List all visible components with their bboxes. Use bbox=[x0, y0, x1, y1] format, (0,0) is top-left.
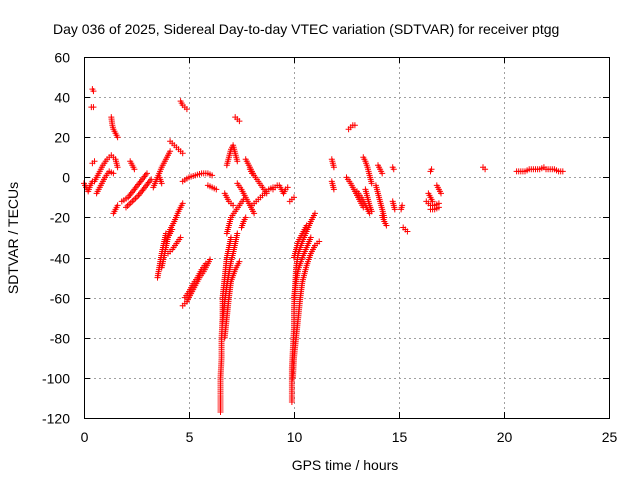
data-point bbox=[213, 186, 220, 193]
data-point bbox=[91, 158, 98, 165]
x-tick-label: 20 bbox=[497, 429, 513, 445]
data-point bbox=[124, 202, 131, 209]
y-tick-label: -120 bbox=[42, 411, 70, 427]
data-points bbox=[81, 86, 566, 415]
data-point bbox=[202, 260, 209, 267]
data-point bbox=[249, 170, 255, 177]
y-tick-label: -40 bbox=[50, 251, 70, 267]
data-point bbox=[167, 148, 174, 155]
data-point bbox=[236, 118, 243, 125]
data-point bbox=[379, 170, 386, 177]
data-point bbox=[404, 228, 411, 235]
data-point bbox=[110, 170, 117, 177]
y-tick-label: 0 bbox=[62, 170, 70, 186]
y-tick-label: -60 bbox=[50, 291, 70, 307]
data-point bbox=[316, 238, 323, 245]
data-point bbox=[312, 210, 318, 217]
x-tick-label: 15 bbox=[392, 429, 408, 445]
x-tick-label: 0 bbox=[81, 429, 89, 445]
data-point bbox=[435, 204, 442, 211]
data-point bbox=[428, 166, 435, 173]
y-tick-label: 40 bbox=[54, 90, 70, 106]
plot-frame bbox=[84, 57, 610, 419]
data-point bbox=[134, 193, 141, 200]
data-point bbox=[132, 195, 139, 202]
data-point bbox=[90, 88, 97, 95]
chart-title: Day 036 of 2025, Sidereal Day-to-day VTE… bbox=[53, 21, 559, 37]
data-point bbox=[351, 122, 358, 129]
data-point bbox=[330, 164, 337, 171]
y-axis-label: SDTVAR / TECUs bbox=[5, 182, 21, 294]
data-point bbox=[368, 208, 375, 215]
data-point bbox=[114, 164, 121, 171]
data-point bbox=[183, 106, 190, 113]
data-point bbox=[158, 180, 165, 187]
y-tick-label: -20 bbox=[50, 210, 70, 226]
data-point bbox=[127, 199, 134, 206]
data-point bbox=[383, 222, 390, 229]
data-point bbox=[90, 104, 97, 111]
data-point bbox=[179, 200, 186, 207]
data-point bbox=[399, 202, 406, 209]
data-point bbox=[179, 150, 186, 157]
data-point bbox=[230, 202, 237, 209]
data-point bbox=[207, 256, 213, 263]
data-point bbox=[368, 180, 375, 187]
data-point bbox=[274, 182, 281, 189]
x-axis-label: GPS time / hours bbox=[292, 457, 399, 473]
data-point bbox=[251, 210, 258, 217]
data-point bbox=[291, 194, 297, 201]
data-point bbox=[330, 186, 337, 193]
data-point bbox=[391, 206, 398, 213]
data-point bbox=[148, 176, 155, 183]
data-point bbox=[131, 166, 138, 173]
data-point bbox=[307, 234, 314, 241]
data-point bbox=[234, 158, 241, 165]
data-point bbox=[482, 166, 489, 173]
data-point bbox=[236, 258, 243, 265]
data-point bbox=[284, 184, 291, 191]
data-point bbox=[438, 190, 444, 197]
axis-ticks: 0 5 10 15 20 25 60 40 20 0 -20 -40 -60 -80 -100 -120 bbox=[42, 50, 618, 446]
data-point bbox=[177, 234, 184, 241]
y-tick-label: -100 bbox=[42, 371, 70, 387]
data-point bbox=[209, 172, 216, 179]
data-point bbox=[303, 222, 310, 229]
x-tick-label: 10 bbox=[287, 429, 303, 445]
data-point bbox=[559, 168, 566, 175]
data-point bbox=[126, 201, 133, 208]
y-tick-label: 60 bbox=[54, 50, 70, 66]
data-point bbox=[144, 170, 150, 177]
data-point bbox=[114, 134, 121, 141]
data-point bbox=[234, 230, 241, 237]
x-tick-label: 25 bbox=[602, 429, 618, 445]
data-point bbox=[114, 202, 121, 209]
x-tick-label: 5 bbox=[186, 429, 194, 445]
data-point bbox=[129, 198, 136, 205]
y-tick-label: -80 bbox=[50, 331, 70, 347]
data-point bbox=[228, 234, 234, 241]
data-point bbox=[390, 166, 397, 173]
data-point bbox=[123, 204, 129, 211]
data-point bbox=[242, 214, 249, 221]
y-tick-label: 20 bbox=[54, 130, 70, 146]
data-point bbox=[130, 196, 137, 203]
